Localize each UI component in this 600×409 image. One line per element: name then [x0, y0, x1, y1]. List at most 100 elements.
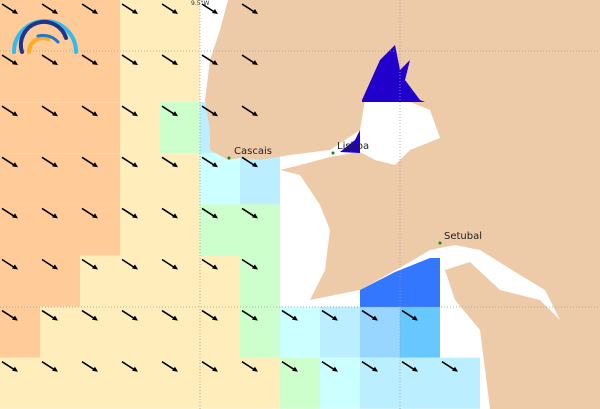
grid-cell: [120, 204, 160, 256]
grid-cell: [80, 357, 120, 409]
grid-cell: [80, 102, 120, 154]
wind-arrow: [201, 309, 218, 321]
wind-arrow: [121, 54, 138, 66]
grid-cell: [0, 102, 40, 154]
grid-cell: [240, 306, 280, 358]
grid-cell: [200, 357, 240, 409]
grid-cell: [0, 51, 40, 103]
wind-arrow: [81, 361, 98, 372]
grid-cell: [40, 306, 80, 358]
river-tagus: [362, 45, 425, 102]
wind-arrow: [81, 207, 98, 219]
wind-arrow: [201, 3, 218, 14]
grid-cell: [440, 357, 480, 409]
grid-cell: [80, 255, 120, 307]
wind-arrow: [161, 361, 178, 372]
grid-cell: [240, 255, 280, 307]
grid-cell: [240, 204, 280, 256]
wind-arrow: [121, 258, 138, 270]
wind-arrow: [1, 309, 18, 321]
wind-arrow: [241, 3, 258, 14]
wind-arrow: [401, 361, 418, 372]
grid-cell: [120, 102, 160, 154]
wind-arrow: [161, 156, 178, 168]
wind-arrow: [321, 361, 338, 372]
wind-arrow: [41, 361, 58, 372]
grid-cell: [240, 153, 280, 205]
tagus-estuary: [340, 130, 360, 153]
grid-cell: [320, 357, 360, 409]
wind-arrow: [41, 105, 58, 117]
grid-cell: [0, 153, 40, 205]
grid-cell: [160, 153, 200, 205]
grid-cell: [80, 204, 120, 256]
grid-cell: [160, 51, 200, 103]
grid-cell: [320, 306, 360, 358]
wind-arrow: [201, 258, 218, 270]
wind-arrow: [201, 54, 218, 66]
wind-arrow: [1, 105, 18, 117]
grid-cell: [120, 306, 160, 358]
grid-cell: [120, 255, 160, 307]
grid-cell: [80, 306, 120, 358]
wind-arrow: [241, 258, 258, 270]
grid-cell: [160, 102, 200, 154]
wind-arrow: [121, 105, 138, 117]
place-label-cascais: Cascais: [234, 146, 272, 157]
grid-cell: [40, 51, 80, 103]
grid-cell: [160, 306, 200, 358]
grid-cell: [400, 357, 440, 409]
wind-arrow: [401, 309, 418, 321]
grid-cell: [0, 255, 40, 307]
wind-arrow: [161, 105, 178, 117]
wind-arrow: [1, 258, 18, 270]
grid-cell: [200, 255, 240, 307]
grid-cell: [280, 306, 320, 358]
wind-arrow: [241, 361, 258, 372]
wind-arrow: [41, 258, 58, 270]
grid-cell: [160, 357, 200, 409]
grid-cell: [160, 255, 200, 307]
wind-arrow: [41, 207, 58, 219]
wind-arrow: [121, 3, 138, 14]
grid-cell: [280, 357, 320, 409]
wind-arrow: [41, 54, 58, 66]
wind-arrow: [1, 207, 18, 219]
wind-arrow: [81, 3, 98, 14]
place-marker-cascais: [227, 156, 231, 160]
wind-arrow: [161, 258, 178, 270]
grid-cell: [80, 51, 120, 103]
grid-cell: [200, 204, 240, 256]
wind-arrow: [201, 156, 218, 168]
wind-arrow: [201, 361, 218, 372]
wind-arrow: [241, 207, 258, 219]
wind-arrow: [441, 361, 458, 372]
wind-arrow: [161, 54, 178, 66]
grid-cell: [40, 204, 80, 256]
grid-cell: [40, 357, 80, 409]
wind-arrow: [1, 3, 18, 14]
wind-arrow: [1, 54, 18, 66]
wind-arrow: [201, 105, 218, 117]
wind-arrow: [1, 156, 18, 168]
wind-arrow: [1, 361, 18, 372]
wind-arrow: [241, 54, 258, 66]
grid-cell: [240, 357, 280, 409]
grid-cell: [200, 306, 240, 358]
wind-arrow: [81, 105, 98, 117]
wind-arrow: [161, 207, 178, 219]
wind-arrow: [241, 105, 258, 117]
grid-cell: [40, 153, 80, 205]
grid-cell: [160, 204, 200, 256]
wind-arrow: [281, 361, 298, 372]
grid-cell: [0, 204, 40, 256]
grid-cell: [120, 0, 160, 52]
wind-arrow: [241, 156, 258, 168]
grid-cell: [80, 153, 120, 205]
grid-cell: [120, 51, 160, 103]
grid-cell: [40, 255, 80, 307]
wind-arrow: [81, 156, 98, 168]
